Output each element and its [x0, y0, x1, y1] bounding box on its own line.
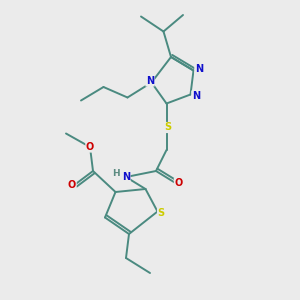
Text: N: N [192, 91, 200, 101]
Text: N: N [146, 76, 154, 86]
Text: S: S [158, 208, 165, 218]
Text: O: O [68, 179, 76, 190]
Text: O: O [174, 178, 183, 188]
Text: N: N [122, 172, 130, 182]
Text: O: O [86, 142, 94, 152]
Text: H: H [112, 169, 119, 178]
Text: S: S [164, 122, 172, 133]
Text: N: N [195, 64, 203, 74]
